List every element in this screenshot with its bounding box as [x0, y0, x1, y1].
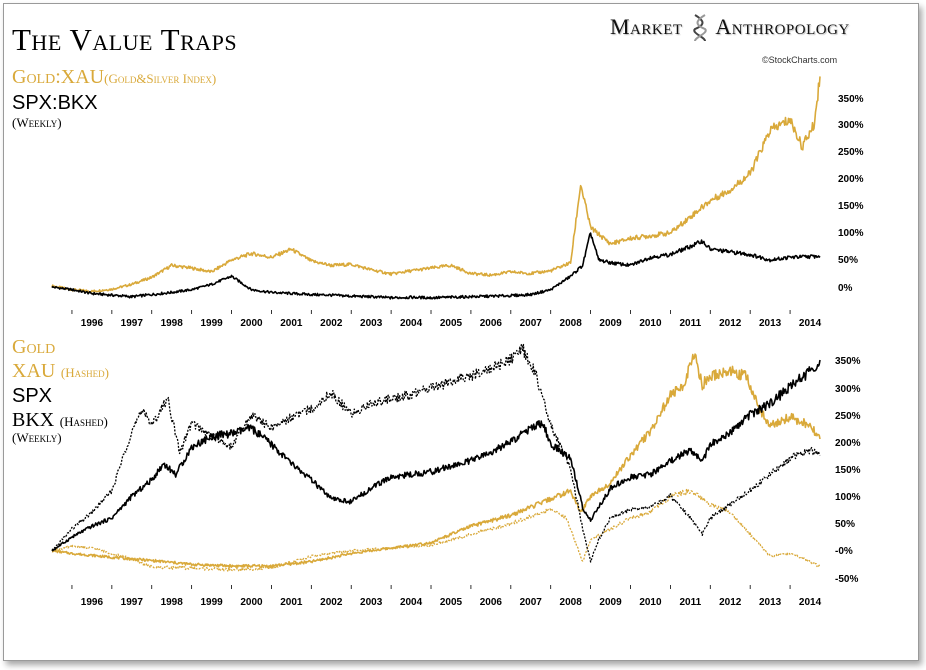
brand-right: Anthropology	[715, 14, 850, 39]
top-label-1-main: Gold:XAU	[12, 66, 105, 88]
x-tick-label: 1997	[121, 318, 144, 329]
x-tick-label: 2014	[799, 597, 822, 608]
series-line-xau	[51, 488, 821, 572]
x-tick-label: 2013	[759, 318, 782, 329]
top-label-1-small: (Gold&Silver Index)	[104, 71, 217, 86]
bottom-label-xau: XAU (Hashed)	[12, 360, 109, 383]
y-tick-label: 100%	[835, 492, 861, 503]
series-line-gold	[51, 353, 821, 569]
bottom-label-xau-main: XAU	[12, 360, 56, 382]
x-tick-label: 1996	[81, 597, 104, 608]
x-tick-label: 2008	[560, 597, 583, 608]
x-tick-label: 2004	[400, 318, 423, 329]
bottom-label-gold: Gold	[12, 336, 56, 358]
top-label-3: (Weekly)	[12, 115, 62, 130]
x-tick-label: 1998	[161, 597, 184, 608]
series-line-bkx	[51, 343, 821, 563]
y-tick-label: 200%	[835, 438, 861, 449]
x-tick-label: 2010	[639, 318, 662, 329]
x-tick-label: 1999	[200, 318, 223, 329]
y-tick-label: 100%	[838, 228, 864, 239]
series-line-gold-xau	[51, 76, 821, 293]
y-tick-label: 150%	[835, 465, 861, 476]
y-tick-label: -0%	[835, 546, 853, 557]
page-title: The Value Traps	[12, 22, 238, 57]
x-tick-label: 2001	[280, 318, 303, 329]
y-tick-label: 0%	[838, 283, 853, 294]
y-tick-label: 300%	[838, 120, 864, 131]
x-tick-label: 2011	[679, 597, 701, 608]
x-tick-label: 1997	[121, 597, 144, 608]
x-tick-label: 2001	[280, 597, 303, 608]
bottom-label-weekly: (Weekly)	[12, 430, 62, 445]
x-tick-label: 1999	[200, 597, 223, 608]
y-tick-label: 50%	[838, 255, 858, 266]
y-tick-label: 350%	[838, 94, 864, 105]
y-tick-label: 250%	[835, 411, 861, 422]
x-tick-label: 2007	[520, 597, 543, 608]
top-label-2: SPX:BKX	[12, 92, 98, 114]
dna-helix-icon	[693, 14, 707, 42]
bottom-label-bkx-main: BKX	[12, 409, 55, 431]
y-tick-label: 50%	[835, 519, 855, 530]
bottom-label-bkx: BKX (Hashed)	[12, 409, 108, 432]
bottom-label-xau-small: (Hashed)	[60, 365, 109, 380]
x-tick-label: 2009	[599, 318, 622, 329]
y-tick-label: 200%	[838, 174, 864, 185]
y-tick-label: 250%	[838, 147, 864, 158]
x-tick-label: 2013	[759, 597, 782, 608]
series-line-spx-bkx	[51, 232, 821, 300]
series-line-spx	[51, 359, 821, 552]
brand-logo: Market Anthropology	[610, 14, 850, 40]
bottom-label-bkx-small: (Hashed)	[59, 414, 108, 429]
x-tick-label: 2005	[440, 318, 463, 329]
x-tick-label: 2003	[360, 597, 383, 608]
x-tick-label: 2007	[520, 318, 543, 329]
y-tick-label: -50%	[835, 574, 858, 585]
x-tick-label: 2009	[599, 597, 622, 608]
y-tick-label: 350%	[835, 356, 861, 367]
x-tick-label: 2000	[240, 597, 263, 608]
x-tick-label: 2004	[400, 597, 423, 608]
x-tick-label: 2006	[480, 597, 503, 608]
x-tick-label: 2005	[440, 597, 463, 608]
x-tick-label: 2003	[360, 318, 383, 329]
x-tick-label: 2002	[320, 597, 343, 608]
x-tick-label: 2008	[560, 318, 583, 329]
credit-text: ©StockCharts.com	[762, 55, 838, 65]
x-tick-label: 2002	[320, 318, 343, 329]
x-tick-label: 1998	[161, 318, 184, 329]
x-tick-label: 2011	[679, 318, 701, 329]
x-tick-label: 2012	[719, 318, 742, 329]
x-tick-label: 1996	[81, 318, 104, 329]
bottom-label-spx: SPX	[12, 385, 53, 407]
brand-left: Market	[610, 14, 683, 39]
y-tick-label: 150%	[838, 201, 864, 212]
y-tick-label: 300%	[835, 384, 861, 395]
top-label-1: Gold:XAU(Gold&Silver Index)	[12, 66, 216, 89]
x-tick-label: 2010	[639, 597, 662, 608]
x-tick-label: 2014	[799, 318, 822, 329]
x-tick-label: 2012	[719, 597, 742, 608]
x-tick-label: 2006	[480, 318, 503, 329]
x-tick-label: 2000	[240, 318, 263, 329]
